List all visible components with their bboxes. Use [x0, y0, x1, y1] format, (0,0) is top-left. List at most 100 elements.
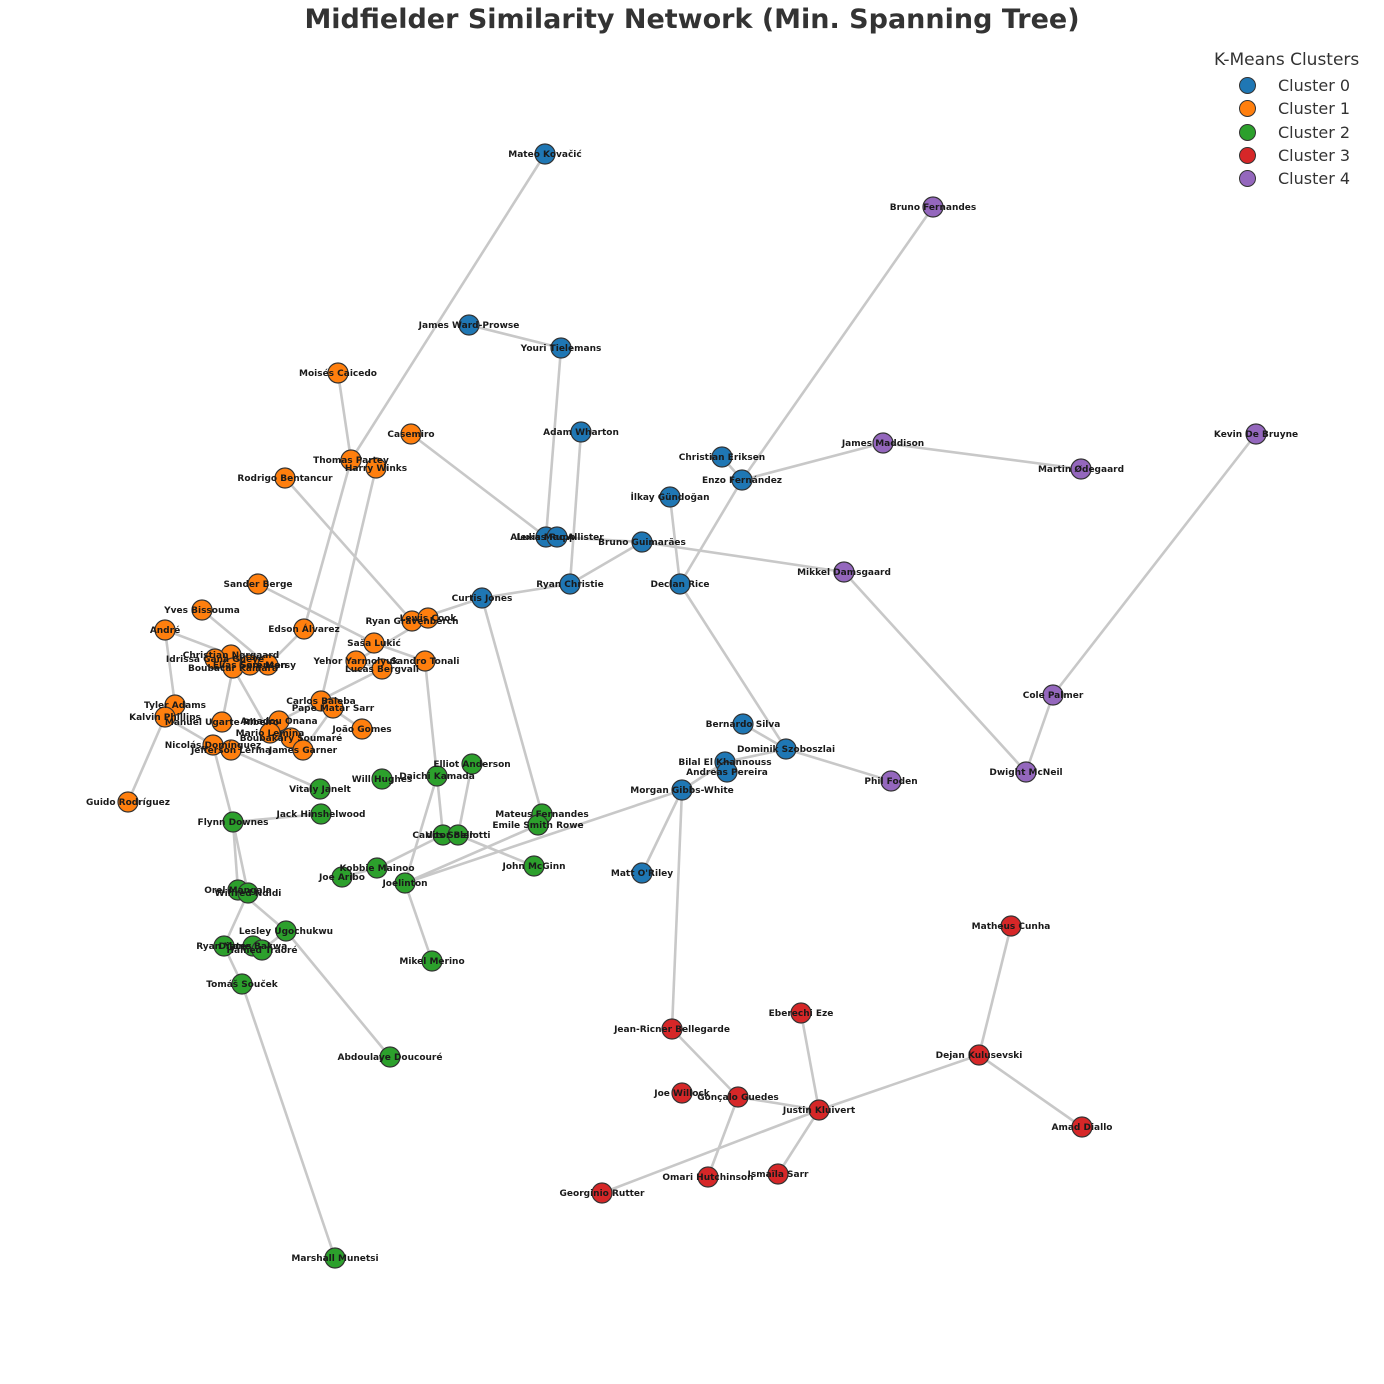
node-georginio-rutter[interactable]: [591, 1182, 613, 1204]
node-sasa-lukic[interactable]: [363, 632, 385, 654]
node-omari-hutchinson[interactable]: [697, 1166, 719, 1188]
node-label-joao-gomes: João Gomes: [331, 725, 391, 735]
node-martin-degaard[interactable]: [1070, 458, 1092, 480]
node-joelinton[interactable]: [394, 872, 416, 894]
node-pape-matar-sarr[interactable]: [322, 697, 344, 719]
node-casemiro[interactable]: [400, 423, 422, 445]
node-kalvin-phillips[interactable]: [154, 706, 176, 728]
node-jean-ricner-bellegarde[interactable]: [661, 1018, 683, 1040]
edge-dejan-kulusevski-amad-diallo: [978, 1053, 1083, 1129]
node-adam-wharton[interactable]: [570, 421, 592, 443]
node-mikkel-damsgaard[interactable]: [833, 561, 855, 583]
node-andreas-pereira[interactable]: [716, 761, 738, 783]
node-bruno-guimaraes[interactable]: [631, 531, 653, 553]
node-ryan-yates[interactable]: [213, 935, 235, 957]
node-tomas-soucek[interactable]: [231, 973, 253, 995]
node-wilfred-ndidi[interactable]: [237, 882, 259, 904]
node-elliot-anderson[interactable]: [461, 753, 483, 775]
node-sandro-tonali[interactable]: [414, 650, 436, 672]
node-john-mcginn[interactable]: [523, 855, 545, 877]
node-harry-winks[interactable]: [365, 457, 387, 479]
node-dejan-kulusevski[interactable]: [968, 1044, 990, 1066]
node-manuel-ugarte-ribeiro[interactable]: [211, 711, 233, 733]
node-phil-foden[interactable]: [880, 770, 902, 792]
node-vitor-bellotti[interactable]: [447, 824, 469, 846]
node-will-hughes[interactable]: [371, 768, 393, 790]
node-james-maddison[interactable]: [872, 432, 894, 454]
node-abdoulaye-doucoure[interactable]: [379, 1046, 401, 1068]
node-label-manuel-ugarte-ribeiro: Manuel Ugarte Ribeiro: [165, 718, 279, 728]
node-matt-o-riley[interactable]: [631, 862, 653, 884]
node-label-lesley-ugochukwu: Lesley Ugochukwu: [239, 927, 333, 937]
node-rodrigo-bentancur[interactable]: [274, 467, 296, 489]
node-joe-willock[interactable]: [671, 1082, 693, 1104]
node-lewis-cook[interactable]: [417, 607, 439, 629]
node-matheus-cunha[interactable]: [1000, 915, 1022, 937]
node-thomas-partey[interactable]: [340, 449, 362, 471]
edge-ryan-christie-curtis-jones: [481, 582, 571, 600]
node-lucas-bergvall[interactable]: [371, 658, 393, 680]
node-sander-berge[interactable]: [247, 573, 269, 595]
node-label-jean-ricner-bellegarde: Jean-Ricner Bellegarde: [613, 1025, 730, 1035]
node-yehor-yarmolyuk[interactable]: [345, 650, 367, 672]
node-eberechi-eze[interactable]: [790, 1002, 812, 1024]
node-label-ismaila-sarr: Ismaïla Sarr: [748, 1170, 810, 1180]
node-mikel-merino[interactable]: [421, 950, 443, 972]
node-edson-alvarez[interactable]: [293, 618, 315, 640]
edge-mateo-kovacic-thomas-partey: [349, 153, 547, 461]
node-moises-caicedo[interactable]: [327, 362, 349, 384]
node-bernardo-silva[interactable]: [732, 713, 754, 735]
node-kobbie-mainoo[interactable]: [366, 857, 388, 879]
edge-justin-kluivert-ismaila-sarr: [776, 1109, 821, 1175]
node-daichi-kamada[interactable]: [426, 765, 448, 787]
edge-jean-ricner-bellegarde-goncalo-guedes: [671, 1028, 739, 1098]
legend-label-0: Cluster 0: [1278, 76, 1351, 96]
node-marshall-munetsi[interactable]: [324, 1247, 346, 1269]
node-dwight-mcneil[interactable]: [1015, 761, 1037, 783]
node-james-garner[interactable]: [292, 739, 314, 761]
node-mateo-kovacic[interactable]: [534, 143, 556, 165]
node-vitaly-janelt[interactable]: [309, 778, 331, 800]
node-justin-kluivert[interactable]: [808, 1099, 830, 1121]
node-christian-eriksen[interactable]: [711, 446, 733, 468]
node-label-matheus-cunha: Matheus Cunha: [972, 922, 1051, 932]
node-guido-rodriguez[interactable]: [117, 791, 139, 813]
node-morgan-gibbs-white[interactable]: [671, 779, 693, 801]
node-yves-bissouma[interactable]: [191, 599, 213, 621]
node-ilkay-gundogan[interactable]: [659, 486, 681, 508]
node-idrissa-gana-gueye[interactable]: [204, 648, 226, 670]
node-goncalo-guedes[interactable]: [727, 1086, 749, 1108]
node-enzo-fernandez[interactable]: [731, 469, 753, 491]
node-label-abdoulaye-doucoure: Abdoulaye Doucouré: [338, 1052, 443, 1063]
node-label-kobbie-mainoo: Kobbie Mainoo: [339, 864, 414, 874]
node-jefferson-lerma[interactable]: [220, 739, 242, 761]
node-lesley-ugochukwu[interactable]: [275, 920, 297, 942]
node-jack-hinshelwood[interactable]: [310, 803, 332, 825]
node-kevin-de-bruyne[interactable]: [1245, 423, 1267, 445]
node-youri-tielemans[interactable]: [550, 337, 572, 359]
node-amad-diallo[interactable]: [1071, 1116, 1093, 1138]
node-joao-gomes[interactable]: [351, 718, 373, 740]
node-ryan-christie[interactable]: [559, 573, 581, 595]
node-dominik-szoboszlai[interactable]: [775, 738, 797, 760]
node-andre[interactable]: [154, 619, 176, 641]
edge-sander-berge-sasa-lukic: [257, 582, 375, 645]
node-label-joe-willock: Joe Willock: [653, 1089, 710, 1099]
node-declan-rice[interactable]: [669, 573, 691, 595]
node-flynn-downes[interactable]: [222, 811, 244, 833]
node-james-ward-prowse[interactable]: [458, 314, 480, 336]
node-bruno-fernandes[interactable]: [922, 196, 944, 218]
node-ismaila-sarr[interactable]: [767, 1163, 789, 1185]
node-cole-palmer[interactable]: [1042, 684, 1064, 706]
node-sam-morsy[interactable]: [257, 654, 279, 676]
node-mario-lemina[interactable]: [259, 722, 281, 744]
legend-swatch-1: [1239, 100, 1256, 118]
node-label-ryan-yates: Ryan Yates: [196, 942, 252, 952]
node-alexis-mac-allister[interactable]: [546, 526, 568, 548]
node-emile-smith-rowe[interactable]: [527, 814, 549, 836]
node-label-boubakary-soumare: Boubakary Soumaré: [240, 733, 343, 744]
node-label-sandro-tonali: Sandro Tonali: [391, 657, 460, 667]
node-hamed-traore[interactable]: [251, 939, 273, 961]
node-joe-aribo[interactable]: [331, 866, 353, 888]
node-curtis-jones[interactable]: [471, 587, 493, 609]
